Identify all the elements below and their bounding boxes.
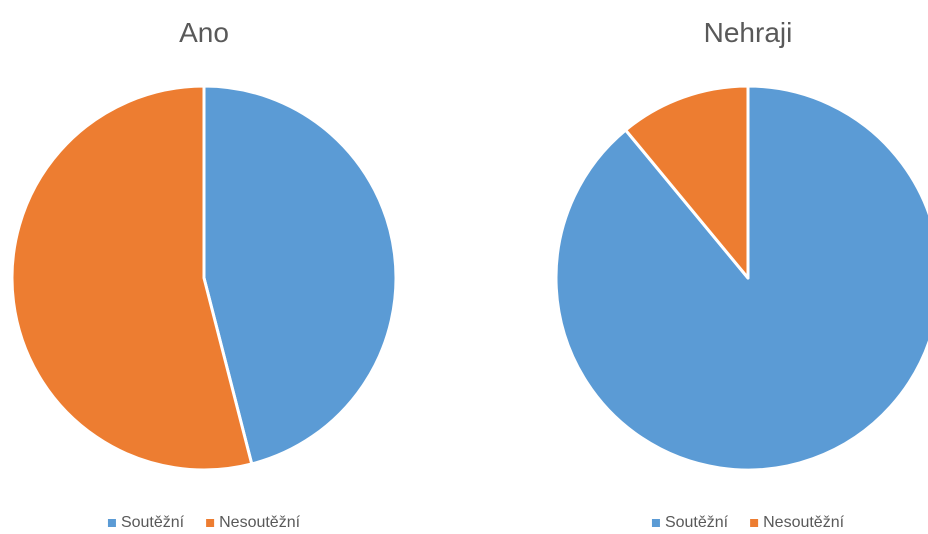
legend-swatch [651,519,660,527]
legend-label: Nesoutěžní [219,514,300,531]
legend-swatch [107,519,116,527]
legend-swatch [750,519,759,527]
pie-slice [10,84,254,472]
legend-label: Nesoutěžní [763,514,844,531]
legend-swatch [206,519,215,527]
pie-slice [202,84,398,466]
legend-label: Soutěžní [665,514,729,531]
legend-label: Soutěžní [121,514,185,531]
pie-slice [624,84,750,280]
chart-title: Ano [179,17,229,48]
chart-title: Nehraji [704,17,793,48]
pie-slice [554,84,928,472]
legend: Soutěžní Nesoutěžní [651,514,845,531]
legend: Soutěžní Nesoutěžní [107,514,301,531]
